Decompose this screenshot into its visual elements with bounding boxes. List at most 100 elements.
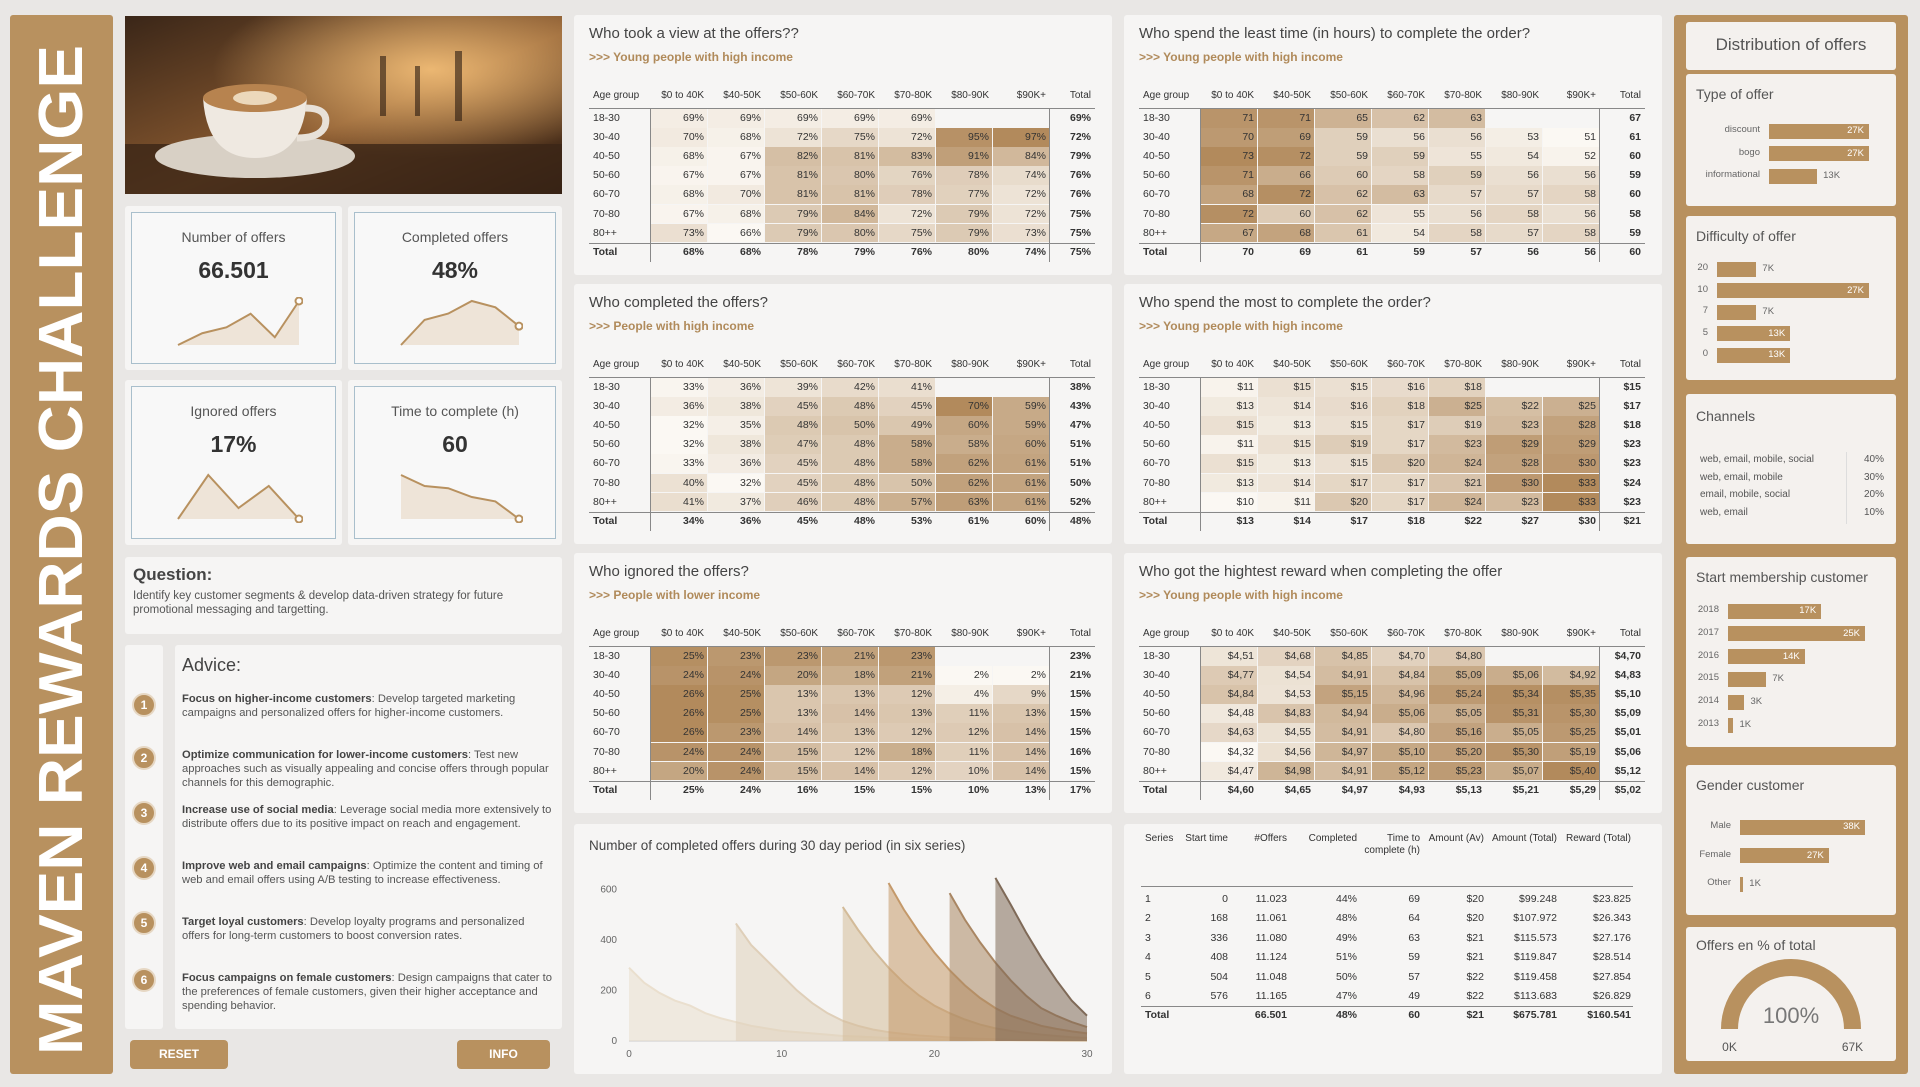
- matrix-cell: $15: [1236, 457, 1254, 470]
- cell-shade: [1315, 397, 1371, 416]
- cell-shade: [993, 666, 1049, 685]
- cell-shade: [822, 223, 878, 243]
- cell-shade: [822, 723, 878, 742]
- matrix-cell: 36%: [682, 400, 704, 413]
- table-cell: 57: [1408, 970, 1420, 983]
- value-label: 38K: [1843, 821, 1860, 832]
- matrix-cell: 15%: [910, 783, 932, 796]
- matrix-cell: 72: [1242, 207, 1254, 220]
- value-label: 13K: [1768, 349, 1786, 360]
- bar-label: bogo: [1738, 146, 1760, 158]
- cell-shade: [1258, 742, 1314, 761]
- cell-shade: [1315, 166, 1371, 185]
- advice-badge: 4: [132, 856, 156, 880]
- matrix-cell: 18%: [853, 669, 875, 682]
- column-header: $40-50K: [1273, 359, 1311, 370]
- cell-shade: [936, 473, 992, 492]
- cell-shade: [1201, 185, 1257, 204]
- cell-shade: [1372, 666, 1428, 685]
- matrix-cell: $16: [1407, 381, 1425, 393]
- advice-number: 1: [140, 698, 148, 712]
- cell-shade: [1258, 109, 1314, 128]
- cell-shade: [708, 147, 764, 166]
- cell-shade: [879, 223, 935, 243]
- cell-shade: [765, 704, 821, 723]
- cell-shade: [936, 435, 992, 454]
- table-cell: $119.458: [1513, 970, 1557, 983]
- cell-shade: [708, 492, 764, 512]
- cell-shade: [651, 704, 707, 723]
- panel: Distribution of offers: [1686, 22, 1896, 70]
- matrix-cell: $5,25: [1569, 726, 1596, 739]
- matrix-subtitle: >>> Young people with high income: [589, 50, 793, 64]
- cell-shade: [651, 435, 707, 454]
- question-panel: Question: Identify key customer segments …: [125, 557, 562, 634]
- table-cell: $160.541: [1587, 1009, 1631, 1022]
- matrix-cell: 45%: [796, 514, 818, 527]
- matrix-panel: Who spend the least time (in hours) to c…: [1124, 15, 1662, 275]
- cell-shade: [1429, 147, 1485, 166]
- matrix-title: Who took a view at the offers??: [589, 25, 799, 42]
- matrix-cell: 72: [1299, 188, 1311, 201]
- bar-label: 2014: [1697, 695, 1719, 707]
- cell-shade: [1372, 109, 1428, 128]
- matrix-cell: 40-50: [593, 419, 620, 432]
- matrix-cell: 66: [1299, 169, 1311, 182]
- sparkline-area: [401, 301, 519, 345]
- table-cell: $26.829: [1593, 990, 1631, 1002]
- bar: [1717, 304, 1757, 320]
- column-header: $70-80K: [1444, 90, 1482, 101]
- matrix-cell: 15%: [1069, 764, 1091, 777]
- matrix-cell: $11: [1237, 438, 1254, 451]
- matrix-cell: 52: [1584, 150, 1596, 163]
- question-title: Question:: [133, 565, 213, 584]
- cell-shade: [1258, 666, 1314, 685]
- rule: [650, 378, 651, 531]
- matrix-cell: 61%: [1024, 476, 1046, 489]
- matrix-cell: 35%: [739, 419, 761, 432]
- cell-shade: [1372, 147, 1428, 166]
- matrix-cell: 73%: [1024, 226, 1046, 239]
- rule: [1139, 511, 1645, 513]
- bar-label: Other: [1707, 877, 1731, 888]
- advice-title: Advice:: [182, 655, 242, 675]
- sparkline-end: [514, 514, 523, 523]
- matrix-cell: 61%: [1024, 457, 1046, 470]
- cell-shade: [1543, 185, 1599, 204]
- matrix-cell: $5,05: [1512, 726, 1539, 739]
- button[interactable]: INFO: [457, 1040, 550, 1069]
- matrix-cell: 23%: [739, 650, 761, 662]
- cell-shade: [822, 761, 878, 781]
- cell-shade: [993, 742, 1049, 761]
- cell-shade: [1486, 685, 1542, 704]
- column-header: #Offers: [1254, 833, 1287, 844]
- kpi-value: 66.501: [198, 257, 269, 283]
- cell-shade: [1372, 742, 1428, 761]
- table-cell: 11.080: [1255, 931, 1287, 944]
- button[interactable]: RESET: [130, 1040, 228, 1069]
- matrix-cell: $28: [1578, 419, 1596, 432]
- cell-shade: [1315, 492, 1371, 512]
- matrix-cell: $4,53: [1284, 688, 1311, 701]
- cell-shade: [1486, 492, 1542, 512]
- cell-shade: [1315, 416, 1371, 435]
- gauge-min: 0K: [1722, 1040, 1737, 1054]
- cell-shade: [1372, 397, 1428, 416]
- column-header: Time to complete (h): [1364, 833, 1420, 856]
- advice-item: Focus on higher-income customers: Develo…: [182, 692, 554, 720]
- matrix-cell: 84%: [853, 207, 875, 220]
- cell-shade: [936, 761, 992, 781]
- channel-name: web, email, mobile, social: [1700, 454, 1814, 465]
- matrix-cell: 75%: [1069, 207, 1091, 220]
- column-header: $90K+: [1566, 359, 1596, 370]
- matrix-cell: 80++: [593, 495, 617, 508]
- table-cell: 168: [1210, 912, 1228, 925]
- matrix-cell: 12%: [967, 726, 989, 739]
- bar: [1728, 649, 1805, 665]
- table-cell: $21: [1466, 931, 1484, 944]
- bar-label: 5: [1702, 326, 1708, 338]
- cell-shade: [1486, 185, 1542, 204]
- matrix-cell: 24%: [682, 669, 704, 682]
- column-header: $90K+: [1016, 628, 1046, 639]
- value-label: 1K: [1739, 719, 1752, 730]
